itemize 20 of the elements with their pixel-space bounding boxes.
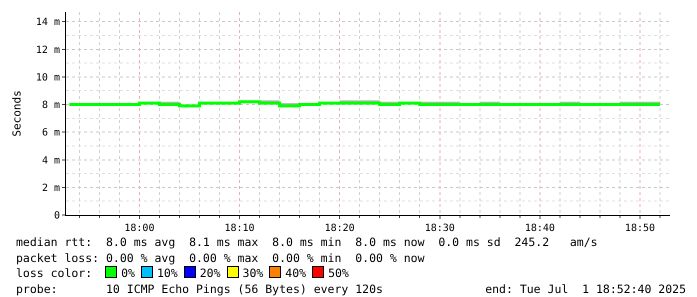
y-tick-label: 2 m xyxy=(42,182,60,194)
x-tick-label: 18:10 xyxy=(224,223,255,234)
y-tick-label: 10 m xyxy=(36,72,60,84)
y-tick-label: 8 m xyxy=(42,100,60,112)
x-tick-label: 18:50 xyxy=(624,223,656,234)
text: packet loss: 0.00 % avg 0.00 % max 0.00 % min 0.00 % now xyxy=(16,250,426,266)
text: end: Tue Jul 1 18:52:40 2025 xyxy=(485,282,686,297)
y-tick-label: 4 m xyxy=(42,155,60,166)
x-tick-label: 18:00 xyxy=(124,223,154,234)
x-tick-label: 18:40 xyxy=(524,223,555,234)
x-tick-label: 18:30 xyxy=(424,223,455,234)
text: probe: 10 ICMP Echo Pings (56 Bytes) every 120s xyxy=(16,282,383,296)
y-tick-label: 6 m xyxy=(42,128,60,139)
y-tick-label: 14 m xyxy=(36,17,60,28)
y-tick-label: 0 xyxy=(54,210,60,222)
text: loss color: 0% 10% 20% 30% 40% 50% xyxy=(16,266,349,280)
x-tick-label: 18:20 xyxy=(324,223,355,234)
y-axis-title: Seconds xyxy=(10,90,24,137)
y-tick-label: 12 m xyxy=(36,44,60,56)
text: median rtt: 8.0 ms avg 8.1 ms max 8.0 ms min 8.0 ms now 0.0 ms sd 245.2 am/s xyxy=(16,235,599,250)
